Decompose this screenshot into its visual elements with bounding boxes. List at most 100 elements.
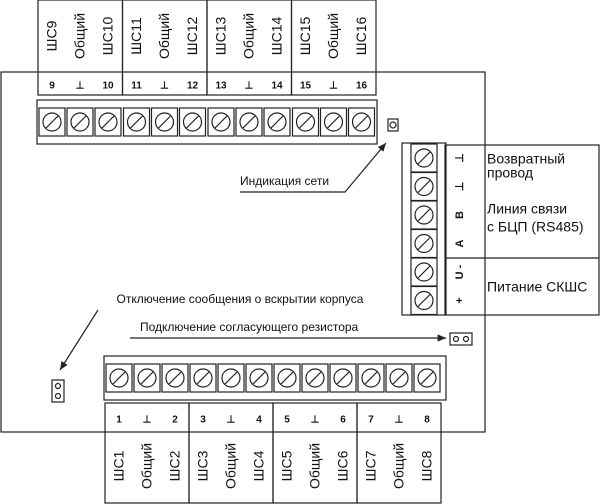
pin bbox=[462, 335, 470, 343]
screw-slot bbox=[130, 115, 143, 129]
screw-slot bbox=[280, 371, 294, 385]
screw-slot bbox=[417, 237, 431, 250]
wire-label: ШС10 bbox=[100, 17, 116, 56]
terminal-number: ⊥ bbox=[245, 81, 254, 92]
wire-label: ШС2 bbox=[167, 450, 183, 481]
side-label: провод bbox=[487, 165, 533, 181]
terminal-number: ⊥ bbox=[329, 81, 338, 92]
wire-label: ШС13 bbox=[213, 17, 229, 56]
led-lens bbox=[389, 121, 397, 129]
arrow bbox=[240, 142, 387, 193]
screw-slot bbox=[168, 371, 182, 385]
terminal-number: 14 bbox=[271, 81, 283, 92]
screw-slot bbox=[242, 115, 256, 129]
terminal-number: 7 bbox=[368, 415, 374, 426]
side-label: Возвратный bbox=[487, 151, 565, 167]
terminal bbox=[319, 107, 348, 137]
screw bbox=[277, 368, 297, 388]
terminal-number: 3 bbox=[200, 415, 206, 426]
terminal-label: + bbox=[454, 297, 466, 303]
terminal-label: U - bbox=[454, 264, 466, 279]
screw bbox=[305, 368, 325, 388]
terminal bbox=[38, 107, 66, 137]
terminal bbox=[94, 107, 122, 137]
screw-slot bbox=[336, 371, 350, 385]
terminal bbox=[217, 363, 245, 393]
screw bbox=[109, 368, 129, 388]
terminal bbox=[207, 107, 235, 137]
wire-label: ШС3 bbox=[195, 450, 211, 481]
screw-slot bbox=[186, 115, 199, 129]
screw-slot bbox=[417, 151, 431, 165]
terminal bbox=[66, 107, 94, 137]
terminal-label: ⊥ bbox=[454, 153, 466, 163]
terminal bbox=[178, 107, 207, 137]
screw bbox=[154, 112, 175, 132]
annotation: Подключение согласующего резистора bbox=[140, 320, 359, 334]
screw bbox=[414, 176, 434, 197]
wire-label: ШС11 bbox=[128, 17, 144, 55]
screw bbox=[414, 262, 434, 282]
screw bbox=[414, 205, 434, 225]
terminal-number: 6 bbox=[340, 415, 346, 426]
screw-slot bbox=[73, 115, 87, 129]
screw bbox=[137, 368, 157, 388]
terminal bbox=[150, 107, 179, 137]
wire-label: ШС1 bbox=[111, 450, 127, 481]
pin bbox=[54, 392, 62, 400]
screw-slot bbox=[45, 115, 59, 129]
screw-slot bbox=[112, 371, 126, 385]
terminal bbox=[329, 363, 357, 393]
screw-slot bbox=[299, 115, 312, 129]
terminal-number: 2 bbox=[172, 415, 178, 426]
wire-label: ШС16 bbox=[353, 17, 369, 56]
wire-label: ШС15 bbox=[297, 17, 313, 56]
screw-slot bbox=[417, 265, 431, 279]
terminal-number: ⊥ bbox=[227, 415, 236, 426]
terminal bbox=[291, 107, 320, 137]
side-box bbox=[444, 144, 600, 316]
terminal bbox=[301, 363, 329, 393]
terminal-number: ⊥ bbox=[311, 415, 320, 426]
screw-slot bbox=[327, 115, 340, 129]
wire-label: Общий bbox=[72, 13, 88, 59]
wire-label: ШС14 bbox=[269, 17, 285, 56]
terminal-number: 4 bbox=[256, 415, 262, 426]
wire-group bbox=[356, 402, 442, 504]
terminal-number: 5 bbox=[284, 415, 290, 426]
terminal-number: 8 bbox=[424, 415, 430, 426]
screw bbox=[126, 112, 147, 132]
pin bbox=[54, 382, 62, 390]
wire-group bbox=[290, 0, 377, 96]
terminal-number: 1 bbox=[116, 415, 122, 426]
screw bbox=[249, 368, 269, 388]
terminal-strip bbox=[36, 99, 378, 145]
wire-label: Общий bbox=[307, 443, 323, 489]
wire-label: Общий bbox=[325, 13, 341, 59]
jumper-resistor bbox=[449, 332, 473, 346]
screw-slot bbox=[417, 208, 431, 222]
wire-label: Общий bbox=[156, 13, 172, 59]
screw-slot bbox=[392, 371, 406, 385]
terminal-number: ⊥ bbox=[160, 81, 169, 92]
screw-slot bbox=[252, 371, 266, 385]
wire-label: Общий bbox=[223, 443, 239, 489]
terminal bbox=[235, 107, 263, 137]
screw-slot bbox=[308, 371, 322, 385]
terminal-strip bbox=[103, 355, 447, 401]
terminal-label: B bbox=[454, 211, 466, 219]
screw bbox=[98, 112, 118, 132]
wire-label: ШС4 bbox=[251, 450, 267, 481]
terminal bbox=[245, 363, 273, 393]
screw bbox=[182, 112, 203, 132]
terminal bbox=[161, 363, 189, 393]
board bbox=[0, 71, 486, 433]
jumper-tamper bbox=[51, 379, 65, 403]
terminal bbox=[347, 107, 376, 137]
terminal bbox=[263, 107, 291, 137]
wire-label: ШС5 bbox=[279, 450, 295, 481]
wire-label: ШС12 bbox=[184, 17, 200, 56]
screw bbox=[211, 112, 231, 132]
screw bbox=[361, 368, 381, 388]
